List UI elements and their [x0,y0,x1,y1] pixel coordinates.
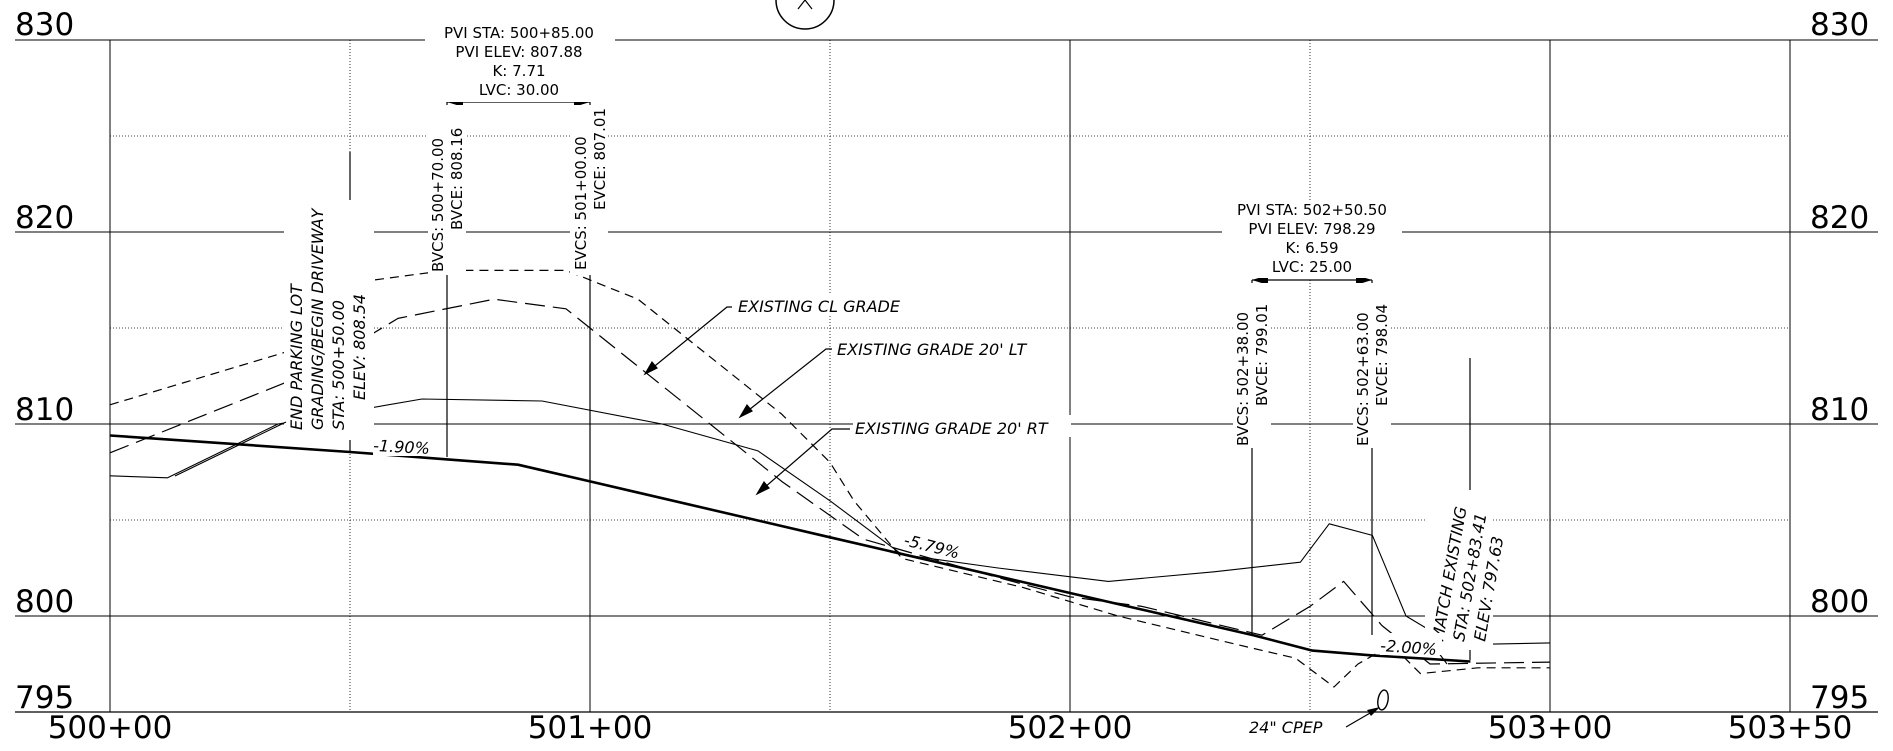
elev-label-left-820: 820 [15,200,74,236]
pvi-1-annotation: PVI STA: 500+85.00 PVI ELEV: 807.88 K: 7… [425,22,615,480]
circle-marker [775,0,835,30]
leader-label-mask-cl [736,293,916,315]
pvi-2-bvcs: BVCS: 502+38.00 [1234,312,1252,446]
label-existing-cl: EXISTING CL GRADE [738,297,901,316]
station-label-503: 503+00 [1488,710,1613,746]
pvi-1-bvce: BVCE: 808.16 [448,128,466,230]
elev-label-right-795: 795 [1810,680,1869,716]
elev-label-left-830: 830 [15,7,74,43]
elev-label-right-830: 830 [1810,7,1869,43]
existing-grade-rt-line [109,398,1551,646]
pipe-label: 24" CPEP [1249,718,1323,737]
station-label-500: 500+00 [48,710,173,746]
begin-note-line-1: END PARKING LOT [287,283,306,430]
elev-label-left-795: 795 [15,680,74,716]
pvi-1-elev: PVI ELEV: 807.88 [455,43,582,61]
leader-label-mask-rt [853,415,1071,437]
pipe-leader-arrow [1367,707,1380,716]
leader-arrow-cl [643,360,658,376]
elev-label-right-800: 800 [1810,584,1869,620]
pvi-2-label-mask [1222,200,1402,278]
pvi-2-sta: PVI STA: 502+50.50 [1237,201,1387,219]
pvi-1-bvcs: BVCS: 500+70.00 [429,138,447,272]
proposed-profile-line [109,434,1471,663]
leader-existing-rt [756,428,850,495]
begin-note-line-2: GRADING/BEGIN DRIVEWAY [308,207,327,430]
begin-note-line-4: ELEV: 808.54 [350,294,369,400]
leader-existing-cl [644,306,732,375]
pvi-1-evc-mask [570,105,608,275]
station-label-502: 502+00 [1008,710,1133,746]
pvi-1-label-mask [425,22,615,102]
existing-cl-grade-line [109,269,1550,688]
leader-arrow-lt [738,403,753,419]
pipe-ellipse [1377,689,1389,711]
leader-label-mask-lt [836,335,1051,357]
pvi-2-bvce: BVCE: 799.01 [1253,304,1271,406]
pvi-1-sta: PVI STA: 500+85.00 [444,24,594,42]
begin-note-mask [284,200,374,440]
elevation-labels: 830 820 810 800 795 830 820 810 800 795 [15,7,1869,716]
elev-label-left-800: 800 [15,584,74,620]
match-note-mask [1425,490,1493,650]
pvi-2-lvc: LVC: 25.00 [1272,258,1352,276]
grade-label-1: -1.90% [373,436,431,458]
pvi-2-bvc-mask [1233,283,1271,448]
begin-note: END PARKING LOT GRADING/BEGIN DRIVEWAY S… [174,152,374,477]
circle-marker-glyph [797,0,813,10]
grade-1-mask [373,434,439,456]
pvi-2-elev: PVI ELEV: 798.29 [1248,220,1375,238]
station-labels: 500+00 501+00 502+00 503+00 503+50 [48,710,1853,746]
elev-label-left-810: 810 [15,392,74,428]
pvi-1-lvc: LVC: 30.00 [479,81,559,99]
leader-arrow-rt [755,480,770,496]
begin-note-line-3: STA: 500+50.00 [329,300,348,430]
pvi-2-evcs: EVCS: 502+63.00 [1354,312,1372,446]
pvi-2-evce: EVCE: 798.04 [1373,304,1391,406]
station-label-501: 501+00 [528,710,653,746]
pvi-2-annotation: PVI STA: 502+50.50 PVI ELEV: 798.29 K: 6… [1222,200,1402,635]
elev-label-right-820: 820 [1810,200,1869,236]
pipe-crossing: 24" CPEP [1249,689,1389,737]
pvi-1-bvc-mask [428,105,466,275]
label-existing-lt: EXISTING GRADE 20' LT [837,340,1028,359]
leader-existing-lt [739,348,832,418]
pvi-2-evc-mask [1353,283,1391,448]
begin-note-leader [174,421,287,477]
pvi-2-k: K: 6.59 [1285,239,1338,257]
elev-label-right-810: 810 [1810,392,1869,428]
pvi-1-k: K: 7.71 [492,62,545,80]
grade-label-2: -5.79% [902,530,962,562]
pvi-1-evcs: EVCS: 501+00.00 [572,136,590,270]
pvi-1-evce: EVCE: 807.01 [591,108,609,210]
profile-series [109,269,1551,688]
grade-leaders [643,306,850,496]
grade-label-3: -2.00% [1380,636,1438,659]
label-existing-rt: EXISTING GRADE 20' RT [855,419,1049,438]
match-note: MATCH EXISTING STA: 502+83.41 ELEV: 797.… [1425,358,1507,665]
station-label-503-50: 503+50 [1728,710,1853,746]
grade-3-mask [1380,633,1442,655]
